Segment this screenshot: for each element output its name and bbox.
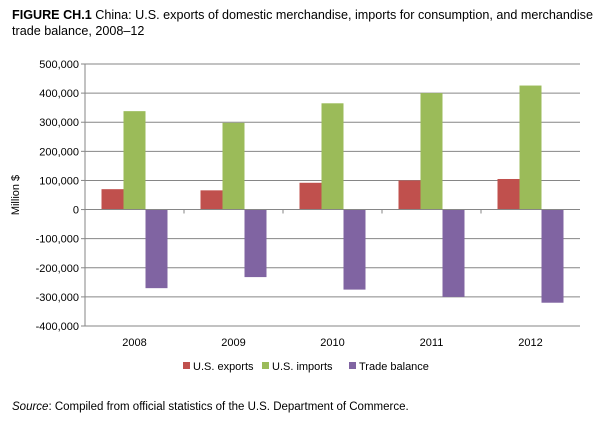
chart-title: FIGURE CH.1 China: U.S. exports of domes… [12,7,607,39]
y-tick-label: 500,000 [39,59,79,71]
bar-u-s-imports-2008 [123,111,146,210]
source-note: Source: Compiled from official statistic… [12,401,409,413]
bars [101,85,564,303]
source-text: : Compiled from official statistics of t… [48,401,409,413]
figure-label: FIGURE CH.1 [12,8,92,22]
bar-u-s-exports-2010 [299,182,322,210]
legend-label-u-s-exports: U.S. exports [193,361,254,373]
bar-u-s-imports-2012 [519,85,542,210]
y-tick-label: 400,000 [39,88,79,100]
x-tick-label: 2012 [518,337,542,349]
y-axis-ticks: 500,000 400,000 300,000 200,000 100,000 0 -100… [36,59,85,333]
bar-u-s-imports-2009 [222,122,245,210]
bar-trade-balance-2011 [442,209,465,297]
x-tick-label: 2009 [221,337,245,349]
y-tick-label: -100,000 [36,234,79,246]
bar-u-s-exports-2011 [398,180,421,210]
bar-u-s-exports-2008 [101,189,124,210]
title-text: China: U.S. exports of domestic merchand… [12,8,593,38]
bar-trade-balance-2010 [343,209,366,290]
legend-label-u-s-imports: U.S. imports [272,361,333,373]
y-tick-label: 100,000 [39,175,79,187]
bar-trade-balance-2012 [541,209,564,303]
x-axis-labels: 2008 2009 2010 2011 2012 [122,209,543,349]
x-tick-label: 2011 [420,337,444,349]
bar-u-s-exports-2009 [200,190,223,210]
bar-trade-balance-2008 [145,209,168,289]
y-tick-label: 200,000 [39,146,79,158]
y-tick-label: 300,000 [39,117,79,129]
y-tick-label: -400,000 [36,321,79,333]
x-tick-label: 2008 [122,337,146,349]
legend-swatch-trade-balance [349,362,356,369]
y-tick-label: -300,000 [36,292,79,304]
y-tick-label: -200,000 [36,263,79,275]
y-tick-label: 0 [73,205,79,217]
bar-u-s-exports-2012 [497,178,520,210]
bar-u-s-imports-2010 [321,103,344,210]
bar-trade-balance-2009 [244,209,267,278]
source-label: Source [12,401,49,413]
legend-swatch-u-s-exports [183,362,190,369]
legend: U.S. exports U.S. imports Trade balance [183,361,429,373]
y-axis-title: Million $ [10,175,22,215]
legend-swatch-u-s-imports [262,362,269,369]
bar-u-s-imports-2011 [420,93,443,210]
legend-label-trade-balance: Trade balance [359,361,429,373]
x-tick-label: 2010 [320,337,344,349]
